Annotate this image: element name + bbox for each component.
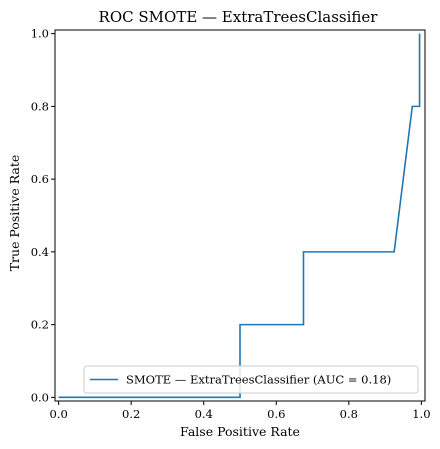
x-axis: 0.0 0.2 0.4 0.6 0.8 1.0 xyxy=(49,401,431,421)
y-tick-label: 0.8 xyxy=(31,99,49,113)
y-tick-label: 0.0 xyxy=(31,390,49,404)
y-tick-label: 0.2 xyxy=(31,318,49,332)
x-tick-label: 0.2 xyxy=(122,407,140,421)
roc-curve-line xyxy=(58,33,421,399)
x-tick-label: 0.6 xyxy=(267,407,285,421)
legend-entry: SMOTE — ExtraTreesClassifier (AUC = 0.18… xyxy=(126,373,391,387)
legend-box xyxy=(83,365,419,394)
x-tick-label: 1.0 xyxy=(412,407,430,421)
x-tick-label: 0.0 xyxy=(49,407,67,421)
legend: SMOTE — ExtraTreesClassifier (AUC = 0.18… xyxy=(83,365,419,394)
y-axis: 0.0 0.2 0.4 0.6 0.8 1.0 xyxy=(31,27,55,404)
x-tick-label: 0.4 xyxy=(195,407,213,421)
x-tick-label: 0.8 xyxy=(340,407,358,421)
y-axis-label: True Positive Rate xyxy=(7,155,22,272)
plot-area xyxy=(54,29,426,402)
y-tick-label: 0.6 xyxy=(31,172,49,186)
x-axis-label: False Positive Rate xyxy=(180,424,300,439)
plot-frame xyxy=(54,29,426,402)
chart-title: ROC SMOTE — ExtraTreesClassifier xyxy=(99,8,379,26)
y-tick-label: 0.4 xyxy=(31,245,49,259)
series-layer xyxy=(58,33,421,399)
y-tick-label: 1.0 xyxy=(31,27,49,41)
